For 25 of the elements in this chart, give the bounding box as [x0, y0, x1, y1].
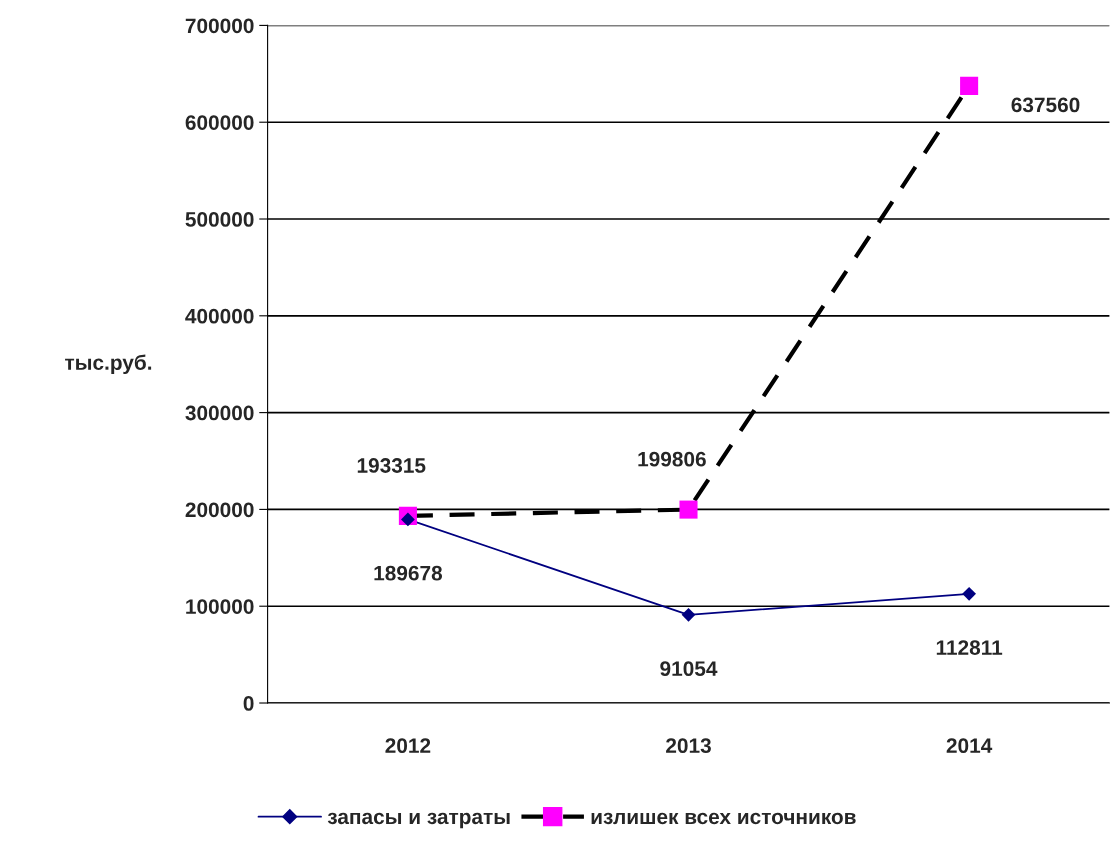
y-tick-label: 200000	[185, 502, 254, 518]
legend-label: запасы и затраты	[327, 812, 510, 829]
data-label: 112811	[936, 640, 1003, 655]
y-axis-title: тыс.руб.	[65, 354, 152, 375]
data-label: 193315	[357, 458, 426, 473]
point	[679, 500, 698, 519]
point	[401, 512, 415, 527]
data-label: 91054	[660, 661, 718, 677]
y-tick-label: 300000	[185, 405, 254, 421]
y-tick-label: 100000	[186, 599, 254, 614]
legend-label: излишек всех источников	[591, 812, 856, 825]
data-label: 189678	[374, 565, 443, 581]
point	[962, 586, 976, 601]
data-label: 199806	[638, 451, 706, 467]
x-tick-label: 2014	[946, 738, 993, 754]
y-tick-label: 0	[243, 696, 254, 711]
y-tick-label: 500000	[185, 212, 254, 227]
x-tick-label: 2013	[666, 738, 711, 754]
point	[681, 608, 696, 622]
y-tick-label: 700000	[185, 18, 254, 34]
x-tick-label: 2012	[385, 738, 431, 754]
y-tick-label: 400000	[185, 308, 254, 324]
data-label: 637560	[1011, 97, 1080, 113]
point	[960, 76, 979, 95]
y-tick-label: 600000	[185, 115, 254, 130]
